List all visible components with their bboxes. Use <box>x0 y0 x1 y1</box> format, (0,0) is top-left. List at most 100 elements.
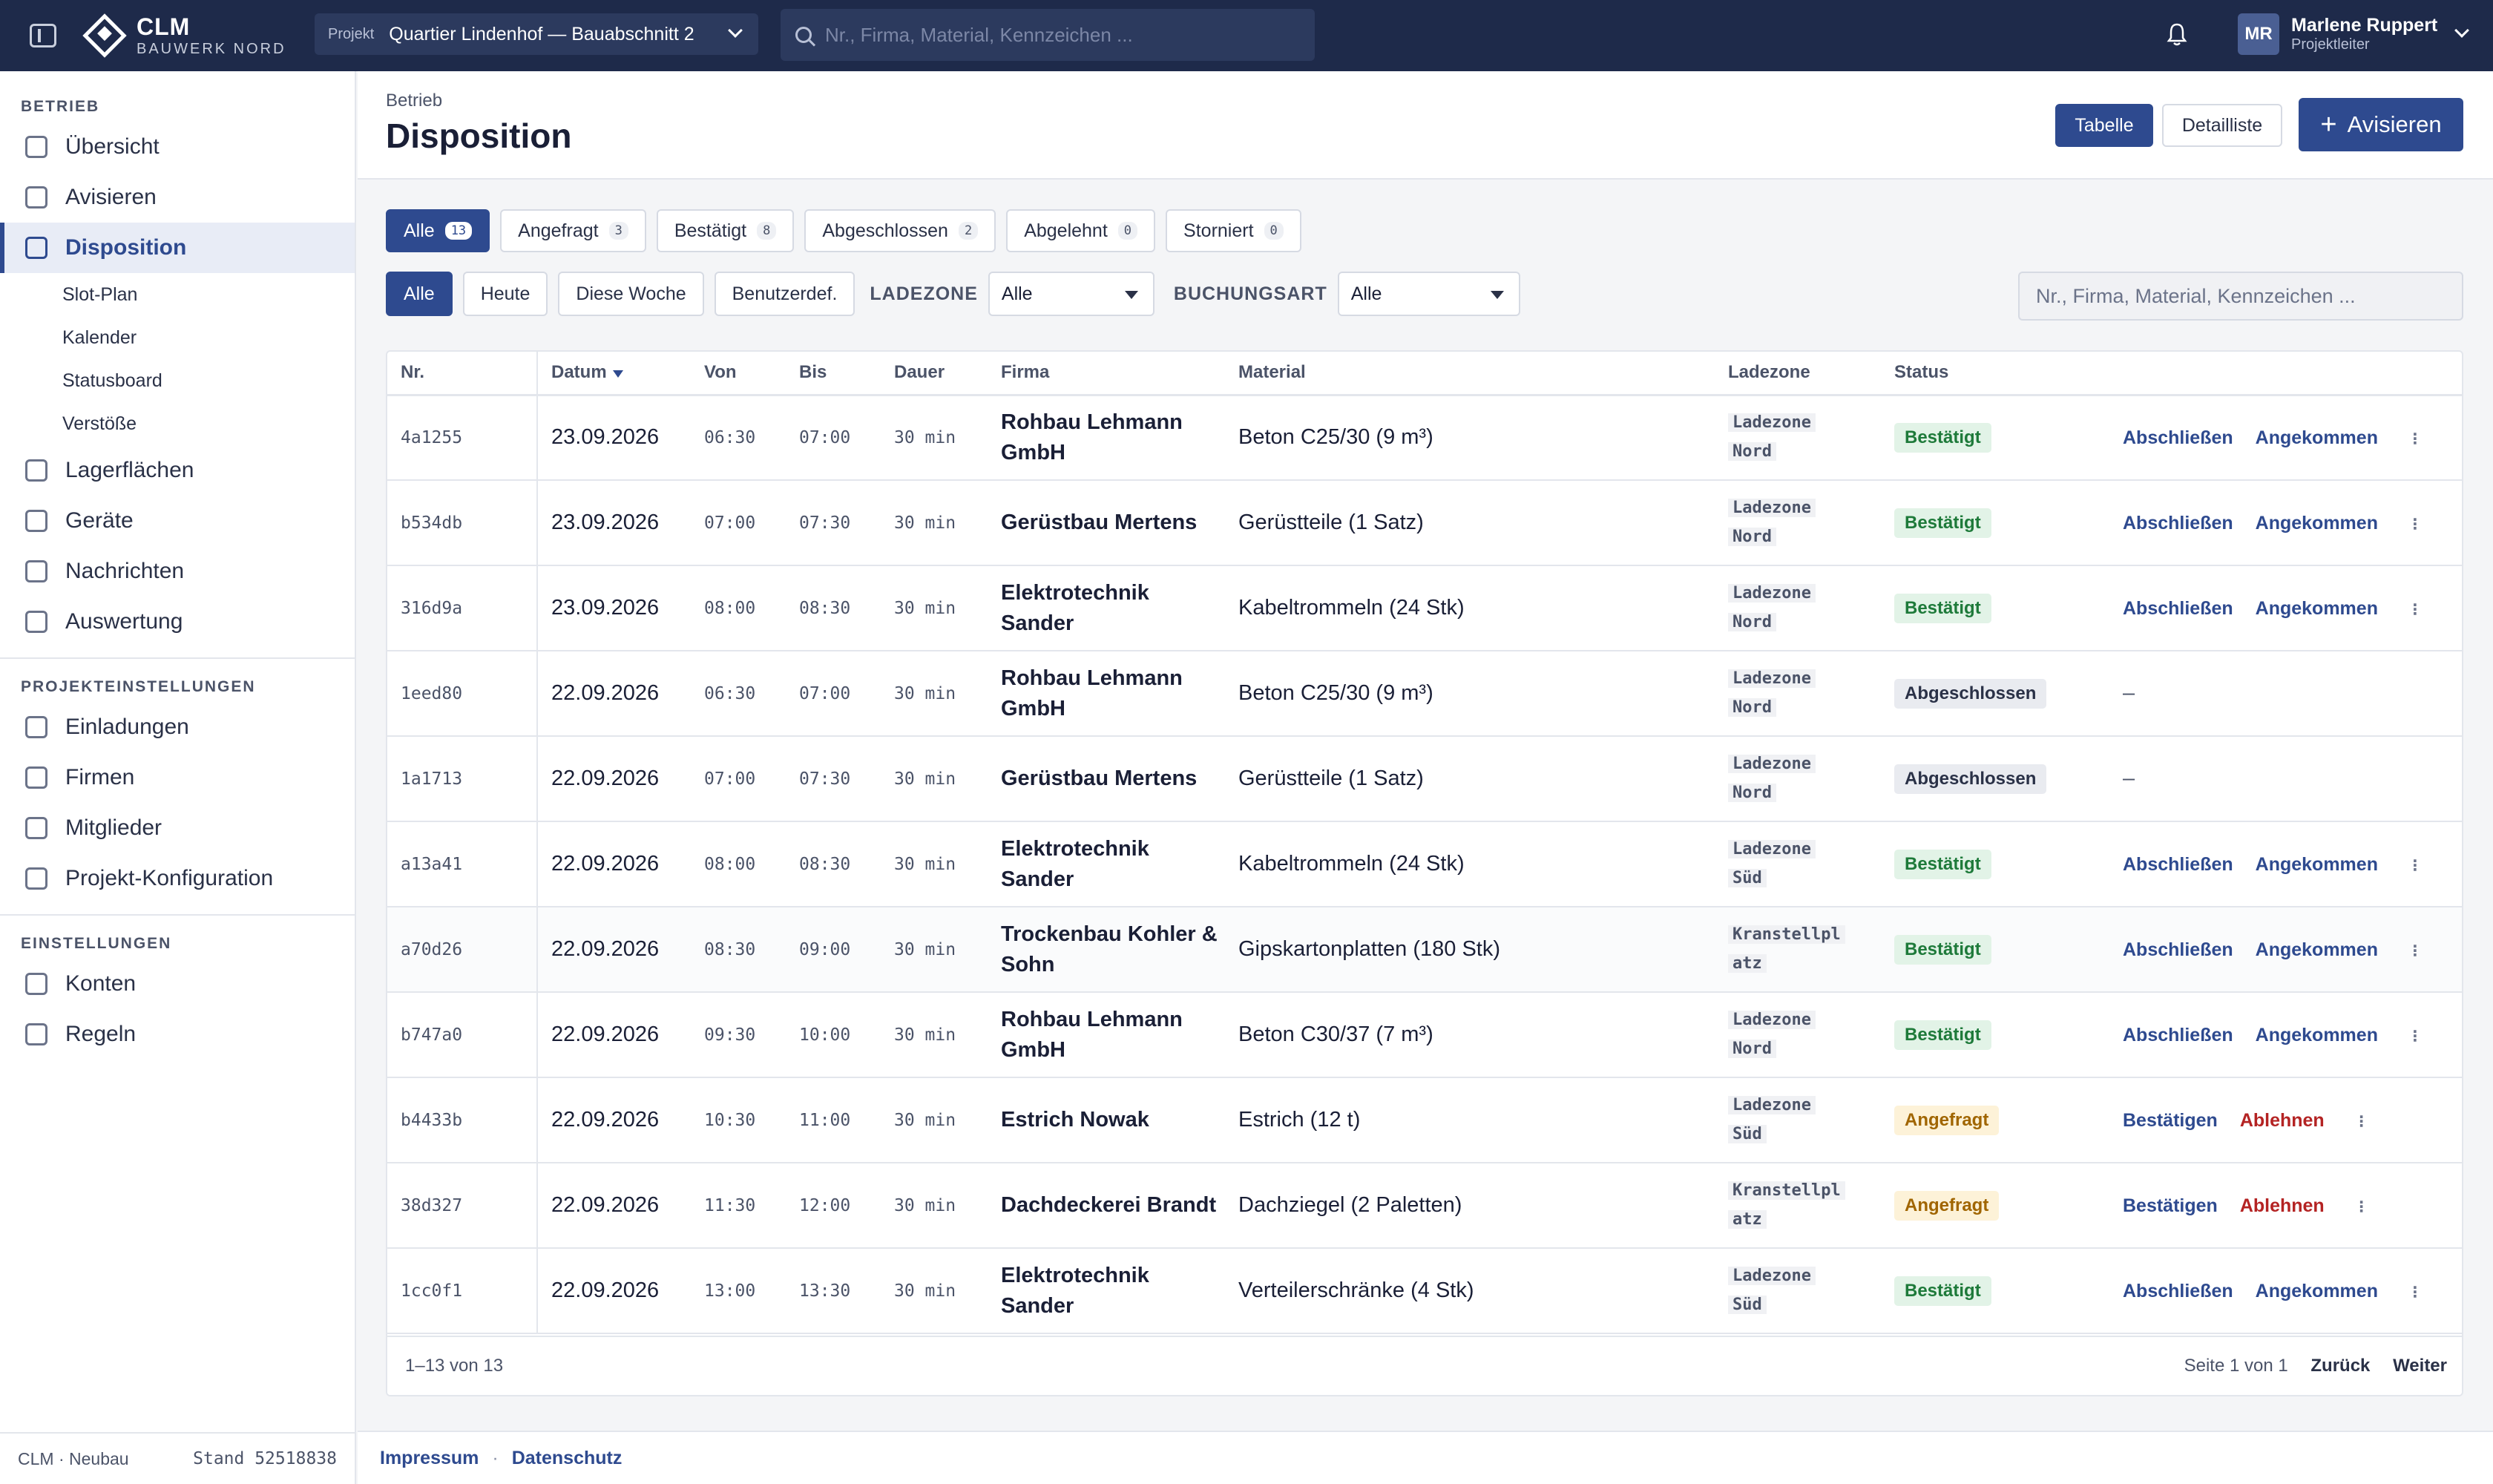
breadcrumb[interactable]: Betrieb <box>386 91 443 111</box>
sidebar-item-avisieren[interactable]: Avisieren <box>0 172 355 223</box>
sidebar-item-disposition[interactable]: Disposition <box>0 223 355 273</box>
user-menu[interactable]: MR Marlene Ruppert Projektleiter <box>2238 13 2470 55</box>
sidebar-subitem-kalender[interactable]: Kalender <box>62 326 137 348</box>
sidebar-subitem-slot-plan[interactable]: Slot-Plan <box>62 283 138 305</box>
row-action-primary[interactable]: Bestätigen <box>2123 1110 2218 1131</box>
plus-icon: + <box>2320 109 2337 140</box>
cell-material: Gerüstteile (1 Satz) <box>1225 480 1715 566</box>
view-detail-list-button[interactable]: Detailliste <box>2162 104 2282 147</box>
table-row[interactable]: 1cc0f1 22.09.2026 13:00 13:30 30 min Elektrot… <box>387 1248 2462 1334</box>
ladezone-select[interactable]: Alle <box>988 272 1154 316</box>
sidebar-item-firmen[interactable]: Firmen <box>0 752 355 803</box>
more-vertical-icon[interactable]: ⋮ <box>2407 1028 2423 1045</box>
filter-benutzerdef-button[interactable]: Benutzerdef. <box>714 272 855 316</box>
column-header-firma[interactable]: Firma <box>988 352 1225 396</box>
global-search-input[interactable] <box>825 23 1300 47</box>
cell-datum: 22.09.2026 <box>537 736 691 822</box>
sidebar-item-mitglieder[interactable]: Mitglieder <box>0 803 355 853</box>
tab-bestaetigt[interactable]: Bestätigt 8 <box>656 209 795 252</box>
row-action-secondary[interactable]: Angekommen <box>2255 1281 2378 1301</box>
sidebar-item-auswertung[interactable]: Auswertung <box>0 597 355 647</box>
buchungsart-select[interactable]: Alle <box>1337 272 1520 316</box>
global-search[interactable] <box>781 9 1315 61</box>
row-action-secondary[interactable]: Angekommen <box>2255 1025 2378 1045</box>
sidebar-subitem-verstoesse[interactable]: Verstöße <box>62 413 137 434</box>
column-header-von[interactable]: Von <box>691 352 786 396</box>
bell-icon[interactable] <box>2167 22 2187 46</box>
project-selector[interactable]: Projekt Quartier Lindenhof — Bauabschnit… <box>315 13 758 55</box>
sidebar-item-lagerflaechen[interactable]: Lagerflächen <box>0 445 355 496</box>
table-row[interactable]: 1eed80 22.09.2026 06:30 07:00 30 min Rohbau L… <box>387 651 2462 737</box>
row-action-secondary[interactable]: Angekommen <box>2255 598 2378 619</box>
prev-page-button[interactable]: Zurück <box>2310 1356 2371 1376</box>
more-vertical-icon[interactable]: ⋮ <box>2407 602 2423 618</box>
logo[interactable]: CLM BAUWERK NORD <box>82 13 286 58</box>
table-row[interactable]: b4433b 22.09.2026 10:30 11:00 30 min Estrich … <box>387 1077 2462 1163</box>
tab-alle[interactable]: Alle 13 <box>386 209 490 252</box>
sidebar-item-einladungen[interactable]: Einladungen <box>0 702 355 752</box>
sidebar-item-uebersicht[interactable]: Übersicht <box>0 122 355 172</box>
table-row[interactable]: b534db 23.09.2026 07:00 07:30 30 min Gerüstba… <box>387 480 2462 566</box>
footer-separator: · <box>492 1447 499 1468</box>
column-header-status[interactable]: Status <box>1881 352 2109 396</box>
row-action-secondary[interactable]: Angekommen <box>2255 513 2378 533</box>
row-action-secondary[interactable]: Angekommen <box>2255 427 2378 449</box>
sidebar-item-konten[interactable]: Konten <box>0 959 355 1009</box>
more-vertical-icon[interactable]: ⋮ <box>2407 1284 2423 1301</box>
table-row[interactable]: 316d9a 23.09.2026 08:00 08:30 30 min Elektrot… <box>387 565 2462 651</box>
table-row[interactable]: 4a1255 23.09.2026 06:30 07:00 30 min Rohbau L… <box>387 395 2462 481</box>
row-action-primary[interactable]: Abschließen <box>2123 854 2233 875</box>
row-action-primary[interactable]: Abschließen <box>2123 939 2233 960</box>
column-header-material[interactable]: Material <box>1225 352 1715 396</box>
more-vertical-icon[interactable]: ⋮ <box>2354 1114 2369 1130</box>
filter-heute-button[interactable]: Heute <box>462 272 548 316</box>
row-action-primary[interactable]: Abschließen <box>2123 1025 2233 1045</box>
building-icon <box>25 766 47 789</box>
row-action-primary[interactable]: Abschließen <box>2123 513 2233 533</box>
sidebar-item-geraete[interactable]: Geräte <box>0 496 355 546</box>
view-table-button[interactable]: Tabelle <box>2055 104 2153 147</box>
table-row[interactable]: 38d327 22.09.2026 11:30 12:00 30 min Dachdeck… <box>387 1163 2462 1249</box>
sidebar-item-projekt-konfiguration[interactable]: Projekt-Konfiguration <box>0 853 355 904</box>
more-vertical-icon[interactable]: ⋮ <box>2354 1199 2369 1215</box>
cell-nr: 4a1255 <box>387 395 538 481</box>
row-action-primary[interactable]: Bestätigen <box>2123 1195 2218 1216</box>
sidebar-item-regeln[interactable]: Regeln <box>0 1009 355 1060</box>
row-action-secondary[interactable]: Angekommen <box>2255 939 2378 960</box>
column-header-dauer[interactable]: Dauer <box>881 352 988 396</box>
user-name: Marlene Ruppert <box>2291 15 2438 36</box>
avisieren-button[interactable]: + Avisieren <box>2299 98 2463 151</box>
filter-alle-button[interactable]: Alle <box>386 272 453 316</box>
column-header-ladezone[interactable]: Ladezone <box>1715 352 1881 396</box>
tab-abgeschlossen[interactable]: Abgeschlossen 2 <box>804 209 996 252</box>
table-row[interactable]: b747a0 22.09.2026 09:30 10:00 30 min Rohbau L… <box>387 992 2462 1078</box>
row-action-secondary[interactable]: Ablehnen <box>2239 1110 2325 1131</box>
row-action-primary[interactable]: Abschließen <box>2123 598 2233 619</box>
tab-angefragt[interactable]: Angefragt 3 <box>500 209 646 252</box>
row-action-primary[interactable]: Abschließen <box>2123 1281 2233 1301</box>
column-header-bis[interactable]: Bis <box>786 352 881 396</box>
table-search-input[interactable] <box>2018 272 2463 321</box>
impressum-link[interactable]: Impressum <box>380 1447 479 1468</box>
more-vertical-icon[interactable]: ⋮ <box>2407 858 2423 874</box>
sidebar-subitem-statusboard[interactable]: Statusboard <box>62 370 162 391</box>
more-vertical-icon[interactable]: ⋮ <box>2407 943 2423 959</box>
column-header-datum[interactable]: Datum <box>537 352 691 396</box>
next-page-button[interactable]: Weiter <box>2393 1356 2447 1376</box>
datenschutz-link[interactable]: Datenschutz <box>511 1447 623 1468</box>
filter-diese-woche-button[interactable]: Diese Woche <box>558 272 704 316</box>
table-row[interactable]: 1a1713 22.09.2026 07:00 07:30 30 min Gerüstba… <box>387 736 2462 822</box>
row-action-secondary[interactable]: Ablehnen <box>2239 1195 2325 1216</box>
table-row[interactable]: a70d26 22.09.2026 08:30 09:00 30 min Trockenb… <box>387 907 2462 993</box>
sidebar-toggle-icon[interactable] <box>30 24 56 47</box>
tab-storniert[interactable]: Storniert 0 <box>1166 209 1301 252</box>
sidebar-item-label: Projekt-Konfiguration <box>65 866 274 890</box>
table-row[interactable]: a13a41 22.09.2026 08:00 08:30 30 min Elektrot… <box>387 821 2462 907</box>
sidebar-item-nachrichten[interactable]: Nachrichten <box>0 546 355 597</box>
more-vertical-icon[interactable]: ⋮ <box>2407 431 2423 448</box>
tab-abgelehnt[interactable]: Abgelehnt 0 <box>1006 209 1156 252</box>
column-header-nr[interactable]: Nr. <box>387 352 538 396</box>
row-action-secondary[interactable]: Angekommen <box>2255 854 2378 875</box>
row-action-primary[interactable]: Abschließen <box>2123 427 2233 449</box>
more-vertical-icon[interactable]: ⋮ <box>2407 516 2423 533</box>
